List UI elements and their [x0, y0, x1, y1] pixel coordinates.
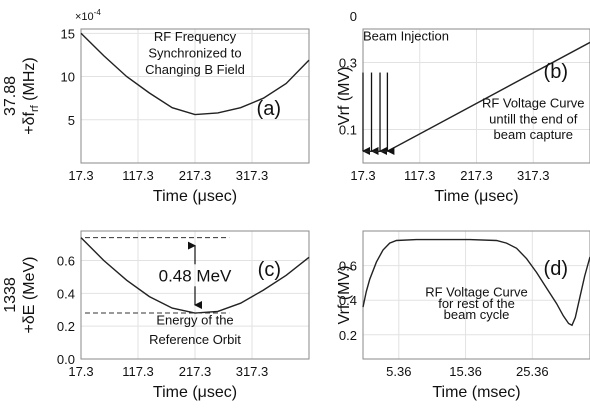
x-tick-label: 317.3: [236, 364, 269, 379]
y-tick-label: 0.6: [339, 259, 357, 274]
series-line-a-0: [80, 32, 310, 116]
x-axis-label: Time (μsec): [434, 188, 518, 205]
annotation-text: Reference Orbit: [149, 332, 241, 347]
x-tick-label: 317.3: [517, 168, 550, 183]
annotation-text: Synchronized to: [148, 46, 241, 61]
y-tick-label: 0.4: [339, 293, 357, 308]
annotation-text: beam capture: [494, 127, 574, 142]
series-line-d-0: [362, 238, 590, 327]
y-top-label: 0: [350, 9, 357, 24]
annotation-text: RF Voltage Curve: [425, 285, 528, 300]
x-tick-label: 217.3: [179, 364, 212, 379]
x-axis-label: Time (μsec): [153, 188, 237, 205]
x-tick-label: 217.3: [460, 168, 493, 183]
annotation-text: RF Voltage Curve: [482, 96, 585, 111]
y-label-prefix: +δf: [21, 111, 38, 134]
series-line-b-0: [387, 41, 590, 152]
plot-frame-c: [80, 230, 310, 360]
y-tick-label: 0.2: [57, 319, 75, 334]
y-label-sub: rf: [29, 104, 41, 112]
annotation-text: Energy of the: [156, 313, 233, 328]
plot-frame-d: [362, 230, 590, 360]
y-label-unit: (MHz): [21, 57, 38, 105]
y-tick-label: 15: [61, 26, 75, 41]
annotation-text: Beam Injection: [363, 29, 449, 44]
x-tick-label: 5.36: [386, 364, 411, 379]
x-tick-label: 117.3: [122, 364, 154, 379]
y-axis-label: Vrf (MV): [336, 67, 353, 126]
x-tick-label: 217.3: [179, 168, 212, 183]
annotation-text: RF Frequency: [154, 29, 237, 44]
annotation-text: beam cycle: [444, 307, 510, 322]
y-tick-label: 0.4: [57, 286, 75, 301]
y-multiplier-exp: -4: [94, 8, 102, 17]
y-axis-label-bottom: +δfrf (MHz): [21, 57, 41, 134]
y-axis-label: Vrf (MV): [336, 266, 353, 325]
panel-d: 5.36 15.36 25.36 0.2 0.4 0.6 Time (msec) (d) RF …: [336, 230, 590, 401]
x-axis-label: Time (msec): [432, 384, 520, 401]
series-line-c-0: [80, 237, 310, 314]
x-tick-label: 117.3: [122, 168, 154, 183]
panel-label: (a): [257, 98, 281, 120]
x-tick-label: 25.36: [516, 364, 549, 379]
y-axis-label-bottom: +δE (MeV): [21, 257, 38, 334]
panel-b: 17.3 117.3 217.3 317.3 0.1 0.3 Time (μsec) (b) B…: [336, 9, 590, 205]
panel-label: (b): [544, 61, 568, 83]
y-axis-label-top: 37.88: [2, 76, 19, 116]
plot-frame-a: [80, 28, 310, 164]
x-tick-label: 17.3: [68, 168, 93, 183]
annotation-text: Changing B Field: [145, 62, 245, 77]
x-tick-label: 15.36: [449, 364, 482, 379]
y-tick-label: 5: [68, 113, 75, 128]
x-tick-label: 317.3: [236, 168, 269, 183]
panel-label: (d): [544, 258, 568, 280]
y-multiplier: ×10-4: [75, 8, 101, 23]
y-tick-label: 0.2: [339, 328, 357, 343]
y-multiplier-base: ×10: [75, 11, 94, 23]
y-tick-label: 10: [61, 70, 75, 85]
panel-a: 17.3 117.3 217.3 317.3 5 10 15 Time (μsec) (a) RF…: [2, 8, 310, 205]
y-axis-label-top: 1338: [2, 277, 19, 313]
y-tick-label: 0.1: [339, 123, 357, 138]
panel-c: 17.3 117.3 217.3 317.3 0.0 0.2 0.4 0.6 Time (μse…: [2, 230, 310, 401]
x-tick-label: 117.3: [404, 168, 436, 183]
y-tick-label: 0.0: [57, 352, 75, 367]
panel-label: (c): [258, 259, 281, 281]
annotation-text: for rest of the: [438, 296, 515, 311]
energy-spread-label: 0.48 MeV: [159, 266, 232, 285]
y-tick-label: 0.6: [57, 254, 75, 269]
x-tick-label: 17.3: [68, 364, 93, 379]
y-tick-label: 0.3: [339, 56, 357, 71]
x-tick-label: 17.3: [350, 168, 375, 183]
x-axis-label: Time (μsec): [153, 384, 237, 401]
annotation-text: untill the end of: [489, 111, 578, 126]
